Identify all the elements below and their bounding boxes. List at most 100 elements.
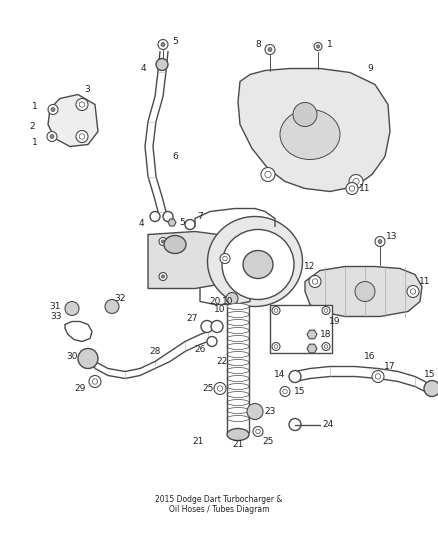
Text: 2015 Dodge Dart Turbocharger &
Oil Hoses / Tubes Diagram: 2015 Dodge Dart Turbocharger & Oil Hoses…: [155, 495, 283, 514]
Circle shape: [314, 43, 322, 51]
Circle shape: [158, 39, 168, 50]
Text: 30: 30: [66, 352, 78, 361]
Circle shape: [375, 237, 385, 246]
Circle shape: [76, 99, 88, 110]
Circle shape: [407, 286, 419, 297]
Polygon shape: [307, 330, 317, 339]
Circle shape: [272, 306, 280, 314]
Circle shape: [289, 370, 301, 383]
Text: 6: 6: [172, 152, 178, 161]
Circle shape: [349, 174, 363, 189]
Text: 18: 18: [320, 330, 332, 339]
Text: 17: 17: [384, 362, 396, 371]
Circle shape: [322, 343, 330, 351]
Text: 7: 7: [197, 212, 203, 221]
Text: 2: 2: [29, 122, 35, 131]
Circle shape: [274, 345, 278, 348]
Text: 31: 31: [49, 302, 61, 311]
Text: 3: 3: [84, 85, 90, 94]
Circle shape: [247, 403, 263, 419]
Circle shape: [50, 134, 54, 139]
Text: 1: 1: [32, 102, 38, 111]
Polygon shape: [65, 321, 92, 342]
Circle shape: [161, 275, 165, 278]
Circle shape: [217, 386, 223, 391]
Text: 14: 14: [274, 370, 286, 379]
Ellipse shape: [227, 384, 249, 390]
Text: 10: 10: [214, 305, 226, 314]
Circle shape: [51, 108, 55, 111]
Circle shape: [410, 289, 416, 294]
Text: 33: 33: [50, 312, 62, 321]
Circle shape: [223, 256, 227, 261]
Circle shape: [65, 302, 79, 316]
Circle shape: [185, 220, 195, 230]
Circle shape: [79, 134, 85, 139]
Circle shape: [220, 254, 230, 263]
Circle shape: [76, 131, 88, 142]
Circle shape: [159, 272, 167, 280]
Circle shape: [355, 281, 375, 302]
Ellipse shape: [227, 376, 249, 382]
Ellipse shape: [227, 311, 249, 318]
Circle shape: [309, 276, 321, 287]
Circle shape: [268, 47, 272, 52]
Ellipse shape: [222, 230, 294, 300]
Text: 15: 15: [294, 387, 306, 396]
Polygon shape: [48, 94, 98, 147]
Ellipse shape: [227, 408, 249, 414]
Text: 22: 22: [216, 357, 228, 366]
Text: 25: 25: [262, 437, 274, 446]
Ellipse shape: [227, 335, 249, 342]
Ellipse shape: [227, 359, 249, 366]
Polygon shape: [305, 266, 422, 317]
Circle shape: [424, 381, 438, 397]
Circle shape: [211, 320, 223, 333]
Circle shape: [349, 186, 355, 191]
Text: 24: 24: [322, 420, 334, 429]
Circle shape: [163, 212, 173, 222]
Text: 10: 10: [222, 297, 234, 306]
Ellipse shape: [227, 400, 249, 406]
Circle shape: [207, 336, 217, 346]
Circle shape: [322, 306, 330, 314]
Ellipse shape: [227, 327, 249, 334]
Text: 11: 11: [419, 277, 431, 286]
Circle shape: [265, 44, 275, 54]
Polygon shape: [148, 231, 225, 288]
Text: 1: 1: [32, 138, 38, 147]
Circle shape: [48, 104, 58, 115]
Circle shape: [161, 43, 165, 46]
Circle shape: [274, 309, 278, 312]
Ellipse shape: [227, 319, 249, 326]
Circle shape: [105, 300, 119, 313]
Text: 25: 25: [202, 384, 214, 393]
Circle shape: [256, 429, 260, 434]
Text: 11: 11: [359, 184, 371, 193]
Ellipse shape: [227, 429, 249, 440]
Ellipse shape: [227, 343, 249, 350]
Text: 5: 5: [172, 37, 178, 46]
Text: 4: 4: [138, 219, 144, 228]
Ellipse shape: [208, 216, 303, 306]
Text: 16: 16: [364, 352, 376, 361]
Ellipse shape: [227, 303, 249, 310]
Polygon shape: [168, 219, 176, 226]
Circle shape: [312, 279, 318, 284]
Text: 5: 5: [179, 218, 185, 227]
Circle shape: [79, 102, 85, 107]
Circle shape: [261, 167, 275, 182]
Circle shape: [280, 386, 290, 397]
Polygon shape: [238, 69, 390, 191]
Text: 26: 26: [194, 345, 206, 354]
Text: 27: 27: [186, 314, 198, 323]
Ellipse shape: [280, 109, 340, 159]
FancyBboxPatch shape: [270, 304, 332, 352]
Text: 20: 20: [209, 297, 221, 306]
Text: 21: 21: [192, 437, 204, 446]
Text: 32: 32: [114, 294, 126, 303]
Circle shape: [316, 45, 320, 48]
Text: 23: 23: [264, 407, 276, 416]
Circle shape: [159, 238, 167, 246]
Circle shape: [353, 179, 359, 184]
